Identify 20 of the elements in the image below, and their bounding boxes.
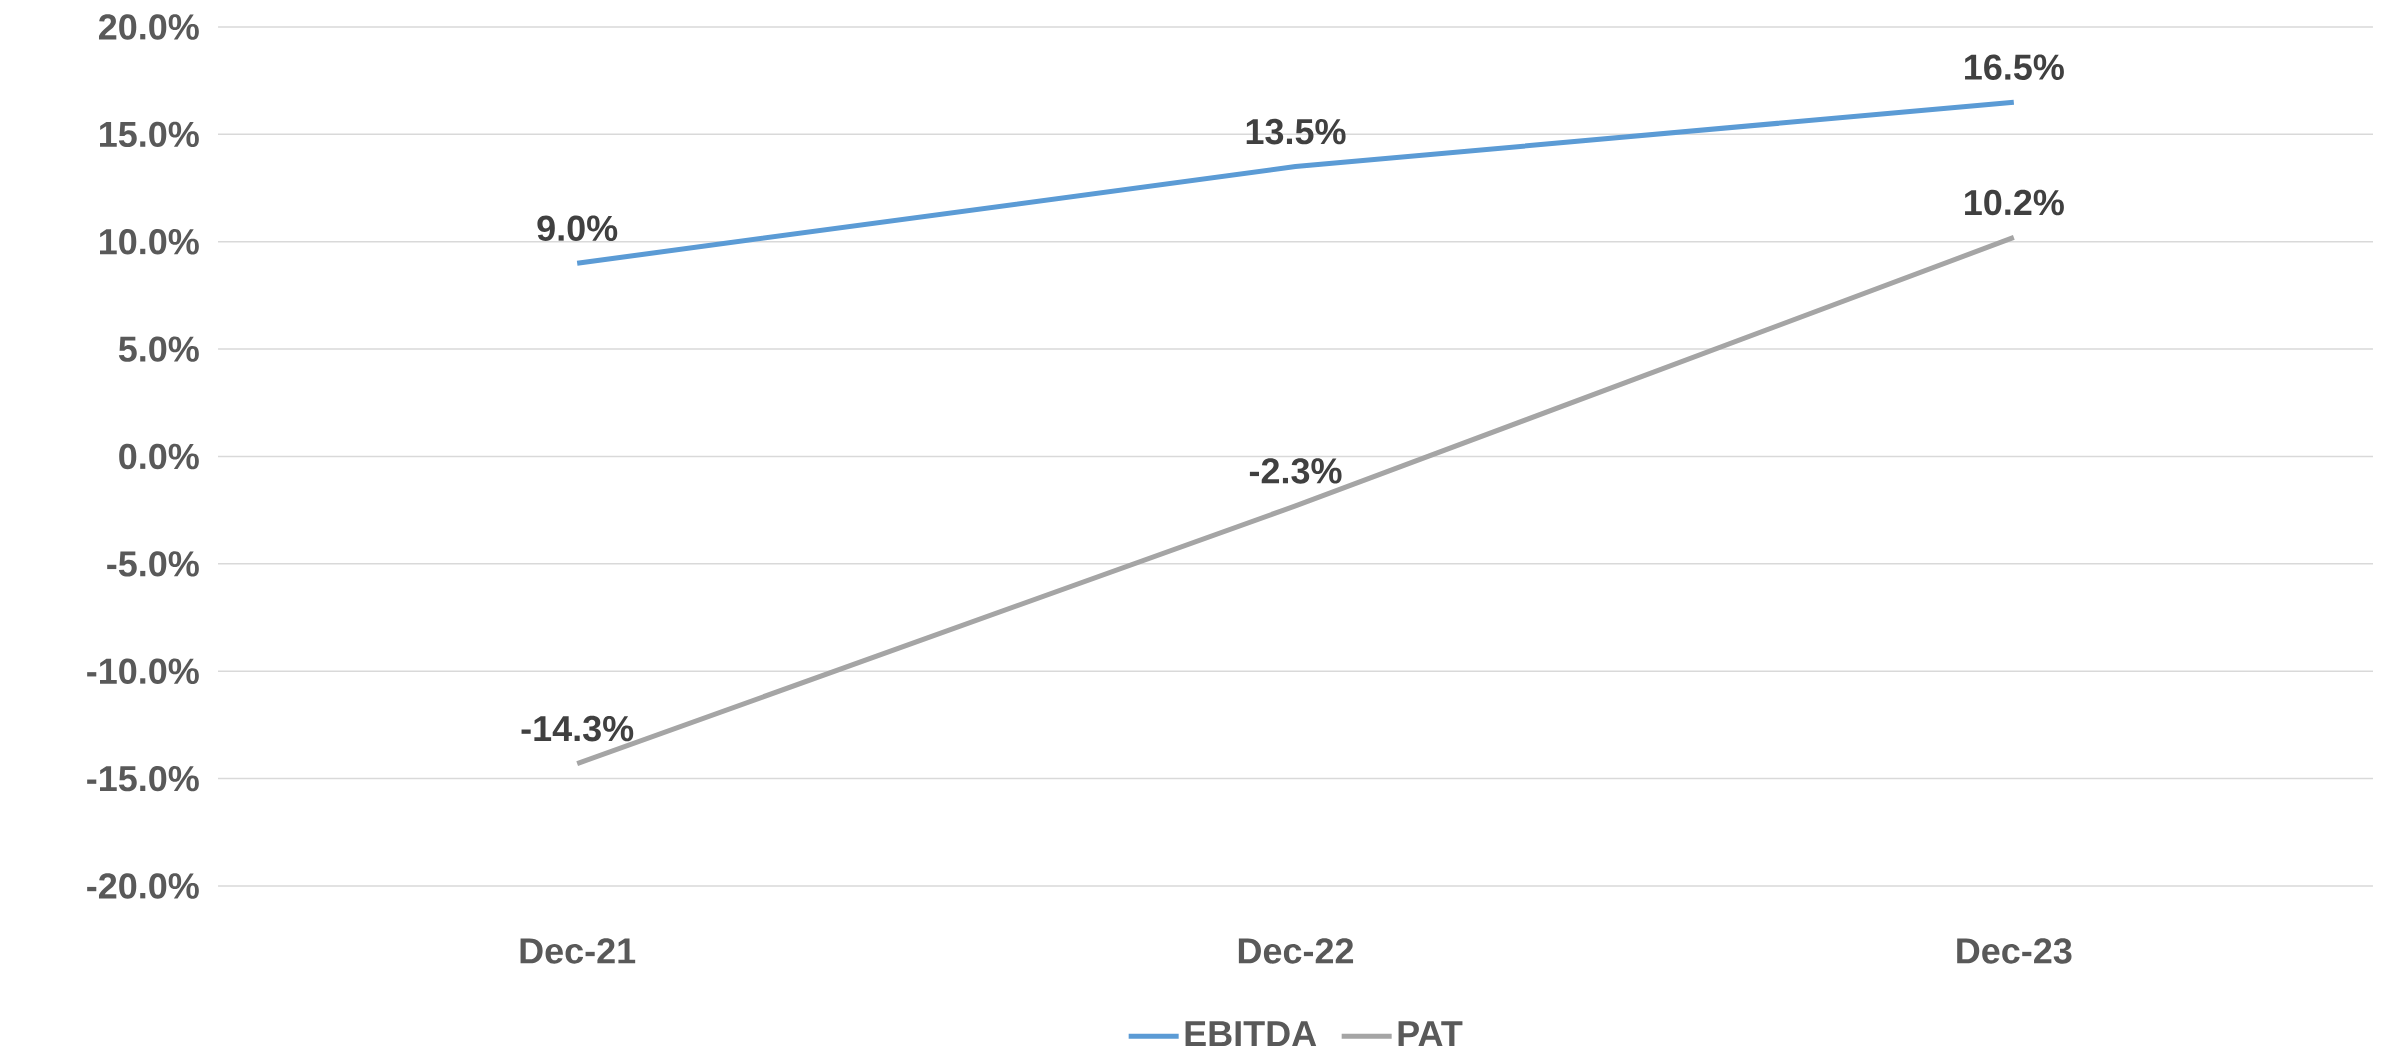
y-tick-label: 0.0% [119,443,199,470]
y-tick-label: 15.0% [100,121,199,148]
y-tick-label: -10.0% [87,658,199,684]
legend-label: EBITDA [1185,1021,1317,1046]
legend-label: PAT [1398,1021,1463,1046]
x-tick-label: Dec-23 [1957,938,2072,964]
data-label: -2.3% [1249,458,1342,484]
y-tick-label: 5.0% [118,336,199,362]
y-tick-label: -5.0% [107,551,199,577]
y-tick-label: -20.0% [87,873,199,899]
data-label: 13.5% [1246,118,1346,145]
x-tick-label: Dec-21 [520,938,636,964]
y-tick-label: -15.0% [87,765,199,792]
data-label: -14.3% [521,715,634,742]
data-label: 10.2% [1965,189,2064,216]
y-tick-label: 10.0% [100,229,199,255]
x-tick-label: Dec-22 [1238,938,1354,964]
data-label: 9.0% [537,215,618,242]
data-label: 16.5% [1965,54,2064,80]
y-tick-label: 20.0% [98,14,199,40]
